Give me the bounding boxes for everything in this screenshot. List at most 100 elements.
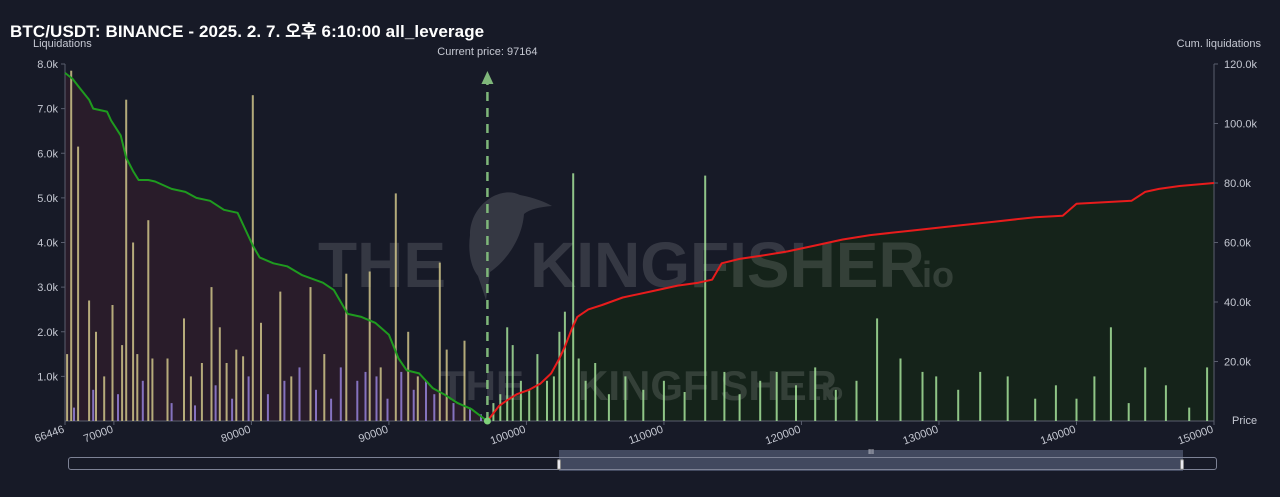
liquidation-bar <box>795 385 797 421</box>
liquidation-bar <box>511 345 514 421</box>
liquidation-bar <box>480 414 482 421</box>
liquidation-bar <box>73 407 75 421</box>
liquidation-bar <box>345 273 348 421</box>
liquidation-bar <box>416 376 419 421</box>
liquidation-bar <box>1188 407 1191 421</box>
liquidation-bar <box>225 363 228 421</box>
liquidation-bar <box>386 398 389 421</box>
liquidation-bar <box>70 70 73 421</box>
y-axis-label: Liquidations <box>33 38 92 50</box>
liquidation-bar <box>1034 398 1037 421</box>
liquidation-bar <box>368 271 371 421</box>
liquidation-bar <box>166 358 169 421</box>
liquidation-bar <box>407 331 410 422</box>
liquidation-bar <box>77 146 80 421</box>
liquidation-bar <box>1093 376 1096 421</box>
liquidation-bar <box>584 380 587 421</box>
liquidation-bar <box>594 363 597 421</box>
watermark-kingfisher-2: KINGFISHER <box>578 362 837 409</box>
liquidation-bar <box>528 389 531 421</box>
liquidation-bar <box>298 367 301 421</box>
liquidation-bar <box>452 403 455 421</box>
liquidation-bar <box>662 380 665 421</box>
cumulative-areas <box>65 72 1214 422</box>
liquidation-bar <box>683 392 686 421</box>
liquidation-bar <box>136 354 139 421</box>
liquidation-bar <box>899 358 902 421</box>
navigator-grip-icon[interactable]: III <box>868 449 874 456</box>
liquidation-bar <box>775 371 778 421</box>
liquidation-bar <box>577 358 580 421</box>
y2-tick-label: 120.0k <box>1224 59 1258 71</box>
current-price-dot <box>483 417 491 425</box>
y-tick-label: 6.0k <box>37 148 58 160</box>
x-tick-label: 70000 <box>82 424 115 445</box>
liquidation-bar <box>247 376 250 421</box>
current-price-label: Current price: 97164 <box>437 46 537 58</box>
liquidation-bar <box>876 318 879 421</box>
chart-title: BTC/USDT: BINANCE - 2025. 2. 7. 오후 6:10:… <box>10 22 485 41</box>
x-axis-label: Price <box>1232 415 1257 427</box>
liquidation-bar <box>463 340 466 421</box>
x-tick-label: 140000 <box>1039 424 1078 445</box>
kingfisher-bird-icon <box>469 192 552 300</box>
liquidation-bar <box>125 99 128 421</box>
cum-short-area <box>487 183 1214 421</box>
liquidation-bar <box>88 300 91 421</box>
liquidation-bar <box>260 322 262 421</box>
liquidation-bar <box>210 287 213 421</box>
liquidation-bar <box>400 371 403 421</box>
liquidation-bar <box>315 389 317 421</box>
liquidation-bar <box>704 175 707 421</box>
liquidation-bar <box>438 262 441 421</box>
y2-tick-label: 100.0k <box>1224 119 1258 131</box>
liquidation-bar <box>194 405 196 421</box>
cumulative-lines <box>64 72 1215 422</box>
liquidation-bar <box>536 354 539 421</box>
liquidation-bar <box>121 345 124 421</box>
watermark-io-1: .io <box>912 254 954 295</box>
x-tick-label: 90000 <box>357 424 390 445</box>
navigator-selected-range[interactable] <box>559 450 1183 471</box>
liquidation-bar <box>251 95 254 421</box>
liquidation-bar <box>738 394 741 421</box>
liquidation-bar <box>1109 327 1112 421</box>
x-tick-label: 150000 <box>1176 424 1215 445</box>
x-tick-label: 120000 <box>764 424 803 445</box>
x-tick-label: 110000 <box>627 424 665 445</box>
navigator-left-handle[interactable] <box>557 459 561 470</box>
liquidation-bars <box>66 70 1209 422</box>
y2-axis-label: Cum. liquidations <box>1177 38 1262 50</box>
watermark-the-2: THE <box>440 362 524 409</box>
liquidation-bar <box>379 367 382 421</box>
liquidation-bar <box>558 331 561 422</box>
liquidation-bar <box>607 394 610 421</box>
liquidation-bar <box>935 376 938 421</box>
navigator-right-handle[interactable] <box>1180 459 1184 470</box>
liquidation-bar <box>814 367 817 421</box>
liquidation-bar <box>151 358 154 421</box>
liquidation-bar <box>979 371 982 421</box>
liquidation-bar <box>141 380 144 421</box>
liquidation-bar <box>1075 398 1078 421</box>
liquidation-bar <box>546 380 548 421</box>
y2-tick-label: 40.0k <box>1224 297 1251 309</box>
liquidation-bar <box>1164 385 1167 421</box>
liquidation-bar <box>266 394 269 421</box>
navigator-scrollbar[interactable] <box>68 457 1217 470</box>
liquidation-bar <box>394 193 397 421</box>
liquidation-bar <box>957 389 960 421</box>
liquidation-bar <box>1206 367 1209 421</box>
liquidation-bar <box>231 398 234 421</box>
liquidation-bar <box>218 327 221 421</box>
y2-tick-label: 80.0k <box>1224 178 1251 190</box>
liquidation-bar <box>170 403 173 421</box>
liquidation-bar <box>147 220 150 421</box>
watermark-io-2: .io <box>815 379 843 406</box>
liquidation-bar <box>1006 376 1009 421</box>
liquidation-bar <box>1127 403 1130 421</box>
x-tick-label: 66446 <box>33 424 66 445</box>
x-tick-label: 100000 <box>489 424 528 445</box>
liquidation-bar <box>506 327 509 421</box>
y-tick-label: 8.0k <box>37 59 58 71</box>
